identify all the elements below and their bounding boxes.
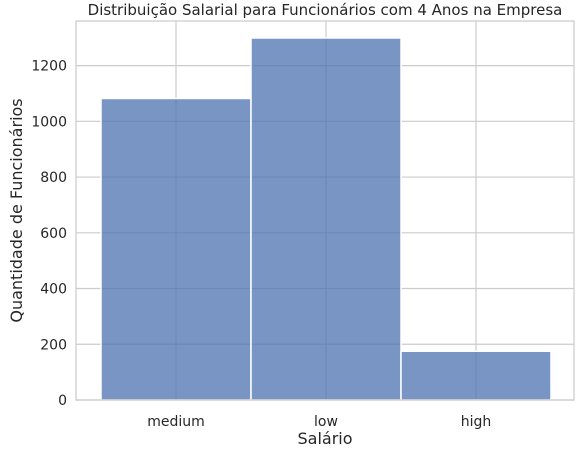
y-tick-label: 400: [40, 282, 67, 298]
x-tick-label-low: low: [314, 414, 338, 430]
y-tick-labels: 0 200 400 600 800 1000 1200: [31, 59, 67, 409]
y-axis-title: Quantidade de Funcionários: [7, 98, 26, 322]
y-tick-label: 200: [40, 337, 67, 353]
y-tick-label: 600: [40, 226, 67, 242]
y-tick-label: 0: [58, 393, 67, 409]
y-tick-label: 1200: [31, 59, 67, 75]
y-tick-label: 1000: [31, 114, 67, 130]
x-tick-label-high: high: [461, 414, 492, 430]
bar-high: [401, 351, 551, 400]
x-tick-label-medium: medium: [147, 414, 205, 430]
y-tick-label: 800: [40, 170, 67, 186]
chart-title: Distribuição Salarial para Funcionários …: [88, 1, 563, 19]
bar-layer: [101, 38, 551, 400]
x-tick-labels: medium low high: [147, 414, 491, 430]
bar-low: [251, 38, 401, 400]
bar-medium: [101, 98, 251, 400]
x-axis-title: Salário: [297, 429, 352, 448]
